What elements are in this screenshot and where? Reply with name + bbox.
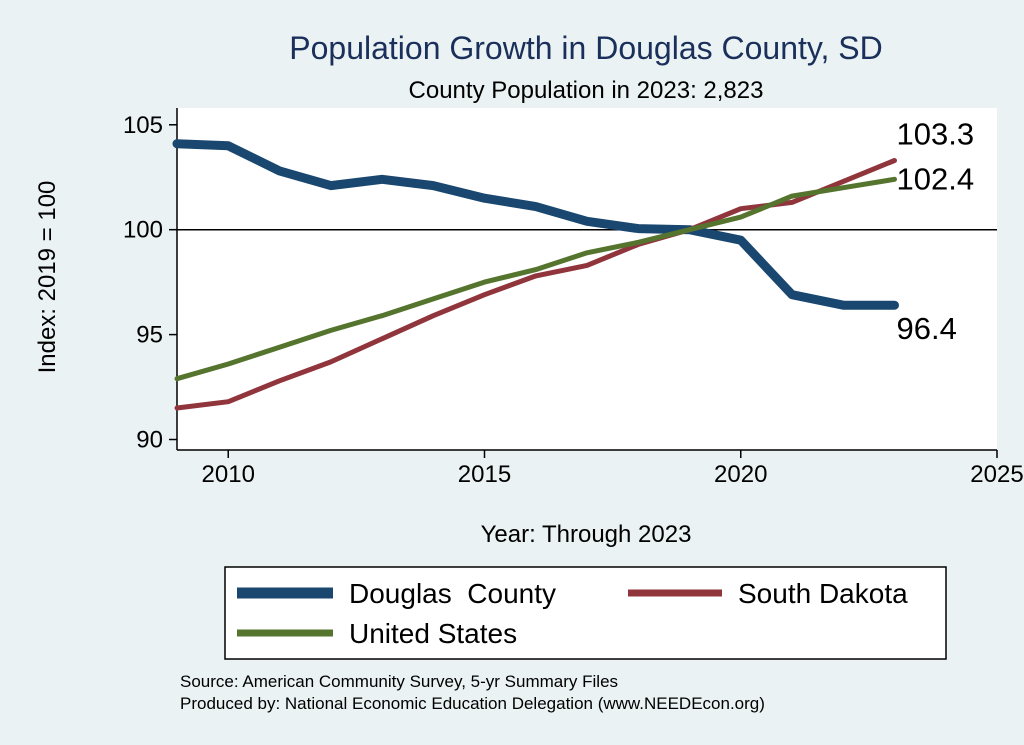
end-label-douglas-county: 96.4 xyxy=(897,311,957,346)
legend: Douglas County South Dakota United State… xyxy=(224,566,947,660)
series-line-douglas-county xyxy=(172,139,899,310)
end-label-south-dakota: 103.3 xyxy=(897,116,975,151)
y-tick-label: 95 xyxy=(136,322,163,349)
legend-label-south-dakota: South Dakota xyxy=(738,578,908,609)
plot-area xyxy=(177,108,997,450)
x-tick-label: 2015 xyxy=(458,461,511,488)
y-tick-label: 90 xyxy=(136,427,163,454)
series-group xyxy=(172,139,899,411)
x-axis-title: Year: Through 2023 xyxy=(481,521,692,548)
y-axis-title: Index: 2019 = 100 xyxy=(34,181,61,374)
produced-by-note: Produced by: National Economic Education… xyxy=(180,694,765,713)
end-labels: 96.4 103.3 102.4 xyxy=(897,116,975,346)
legend-label-douglas-county: Douglas County xyxy=(349,578,556,609)
y-axis: 90 95 100 105 xyxy=(123,108,178,454)
x-tick-label: 2010 xyxy=(202,461,255,488)
y-tick-label: 105 xyxy=(123,112,163,139)
source-note: Source: American Community Survey, 5-yr … xyxy=(180,672,618,691)
chart-subtitle: County Population in 2023: 2,823 xyxy=(409,77,764,104)
chart-title: Population Growth in Douglas County, SD xyxy=(289,30,883,66)
y-tick-label: 100 xyxy=(123,217,163,244)
legend-box xyxy=(224,566,947,660)
x-tick-label: 2020 xyxy=(714,461,767,488)
x-axis: 2010 2015 2020 2025 xyxy=(177,449,1024,488)
x-tick-label: 2025 xyxy=(970,461,1023,488)
series-line-united-states xyxy=(174,176,897,382)
legend-label-united-states: United States xyxy=(349,618,517,649)
end-label-united-states: 102.4 xyxy=(897,161,975,196)
